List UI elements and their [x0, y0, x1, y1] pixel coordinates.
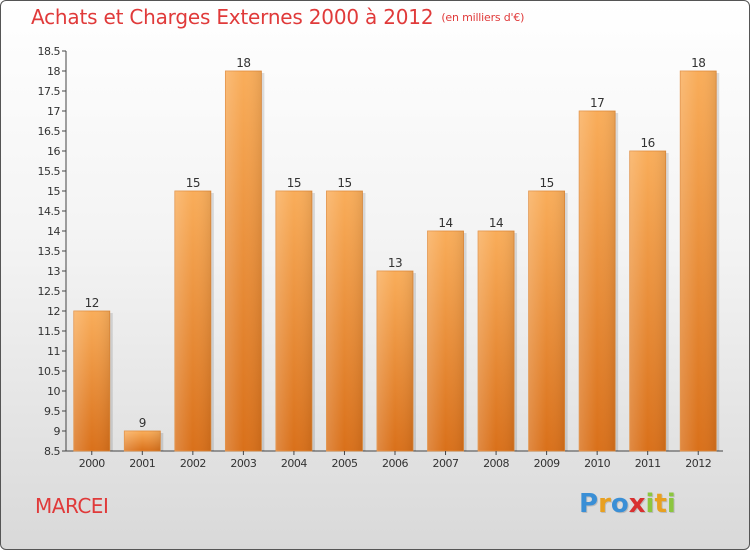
bar-highlight [680, 71, 717, 451]
y-tick-label: 11 [47, 345, 60, 358]
x-tick-label: 2005 [331, 457, 357, 470]
y-tick-label: 10 [47, 385, 60, 398]
x-tick-label: 2003 [230, 457, 256, 470]
x-tick-label: 2006 [382, 457, 408, 470]
x-tick-label: 2009 [534, 457, 560, 470]
logo-letter: r [598, 489, 611, 519]
y-tick-label: 8.5 [44, 445, 60, 458]
bar-value-label: 17 [590, 96, 604, 110]
bar-value-label: 18 [691, 56, 705, 70]
y-tick-label: 12.5 [38, 285, 61, 298]
x-tick-label: 2001 [129, 457, 155, 470]
x-tick-label: 2007 [433, 457, 459, 470]
bar-value-label: 15 [186, 176, 200, 190]
bar-value-label: 18 [236, 56, 250, 70]
title-text: Achats et Charges Externes 2000 à 2012 [31, 5, 434, 29]
logo-letter: i [666, 489, 676, 519]
y-tick-label: 16.5 [38, 125, 61, 138]
x-tick-label: 2010 [584, 457, 610, 470]
bar-highlight [174, 191, 211, 451]
bar-highlight [275, 191, 312, 451]
bar-value-label: 14 [438, 216, 452, 230]
bar-value-label: 15 [287, 176, 301, 190]
y-tick-label: 18.5 [38, 45, 61, 58]
x-tick-label: 2000 [79, 457, 105, 470]
plot-area: 8.5 9 9.5 10 10.5 11 11.5 12 12.5 13 13.5 14 14.5 15 1… [38, 45, 723, 470]
y-tick-label: 13.5 [38, 245, 61, 258]
x-tick-label: 2012 [685, 457, 711, 470]
y-tick-label: 17.5 [38, 85, 61, 98]
x-tick-label: 2002 [180, 457, 206, 470]
bar-value-label: 12 [85, 296, 99, 310]
town-name: MARCEI [35, 494, 109, 518]
y-tick-label: 16 [47, 145, 60, 158]
bar-highlight [225, 71, 262, 451]
logo-letter: o [610, 489, 629, 519]
y-tick-label: 11.5 [38, 325, 61, 338]
x-tick-label: 2008 [483, 457, 509, 470]
bar-highlight [629, 151, 666, 451]
y-tick-label: 13 [47, 265, 60, 278]
logo-letter: P [579, 489, 599, 519]
bar-highlight [326, 191, 363, 451]
bar-value-label: 13 [388, 256, 402, 270]
logo-letter: t [654, 489, 667, 519]
bar-highlight [579, 111, 616, 451]
bar-value-label: 15 [337, 176, 351, 190]
chart-title: Achats et Charges Externes 2000 à 2012 (e… [31, 5, 524, 29]
y-tick-label: 12 [47, 305, 60, 318]
bar-highlight [377, 271, 413, 451]
y-tick-label: 15 [47, 185, 60, 198]
y-tick-label: 9 [54, 425, 61, 438]
y-tick-label: 10.5 [38, 365, 61, 378]
y-tick-label: 18 [47, 65, 60, 78]
bar-value-label: 15 [539, 176, 553, 190]
y-tick-label: 17 [47, 105, 60, 118]
x-tick-label: 2011 [635, 457, 661, 470]
bar-highlight [427, 231, 464, 451]
bar-highlight [528, 191, 565, 451]
bar-highlight [73, 311, 110, 451]
bar-highlight [478, 231, 515, 451]
y-tick-label: 14 [47, 225, 60, 238]
bar-value-label: 16 [641, 136, 655, 150]
y-tick-label: 15.5 [38, 165, 61, 178]
unit-label: (en milliers d'€) [441, 11, 525, 24]
bar-value-label: 14 [489, 216, 503, 230]
y-tick-label: 9.5 [44, 405, 60, 418]
logo-letter: i [645, 489, 655, 519]
logo-letter: x [628, 489, 646, 519]
y-tick-label: 14.5 [38, 205, 61, 218]
bar-value-label: 9 [139, 416, 146, 430]
bar-highlight [124, 431, 161, 451]
x-tick-label: 2004 [281, 457, 307, 470]
proxiti-logo: Proxiti [579, 489, 676, 519]
